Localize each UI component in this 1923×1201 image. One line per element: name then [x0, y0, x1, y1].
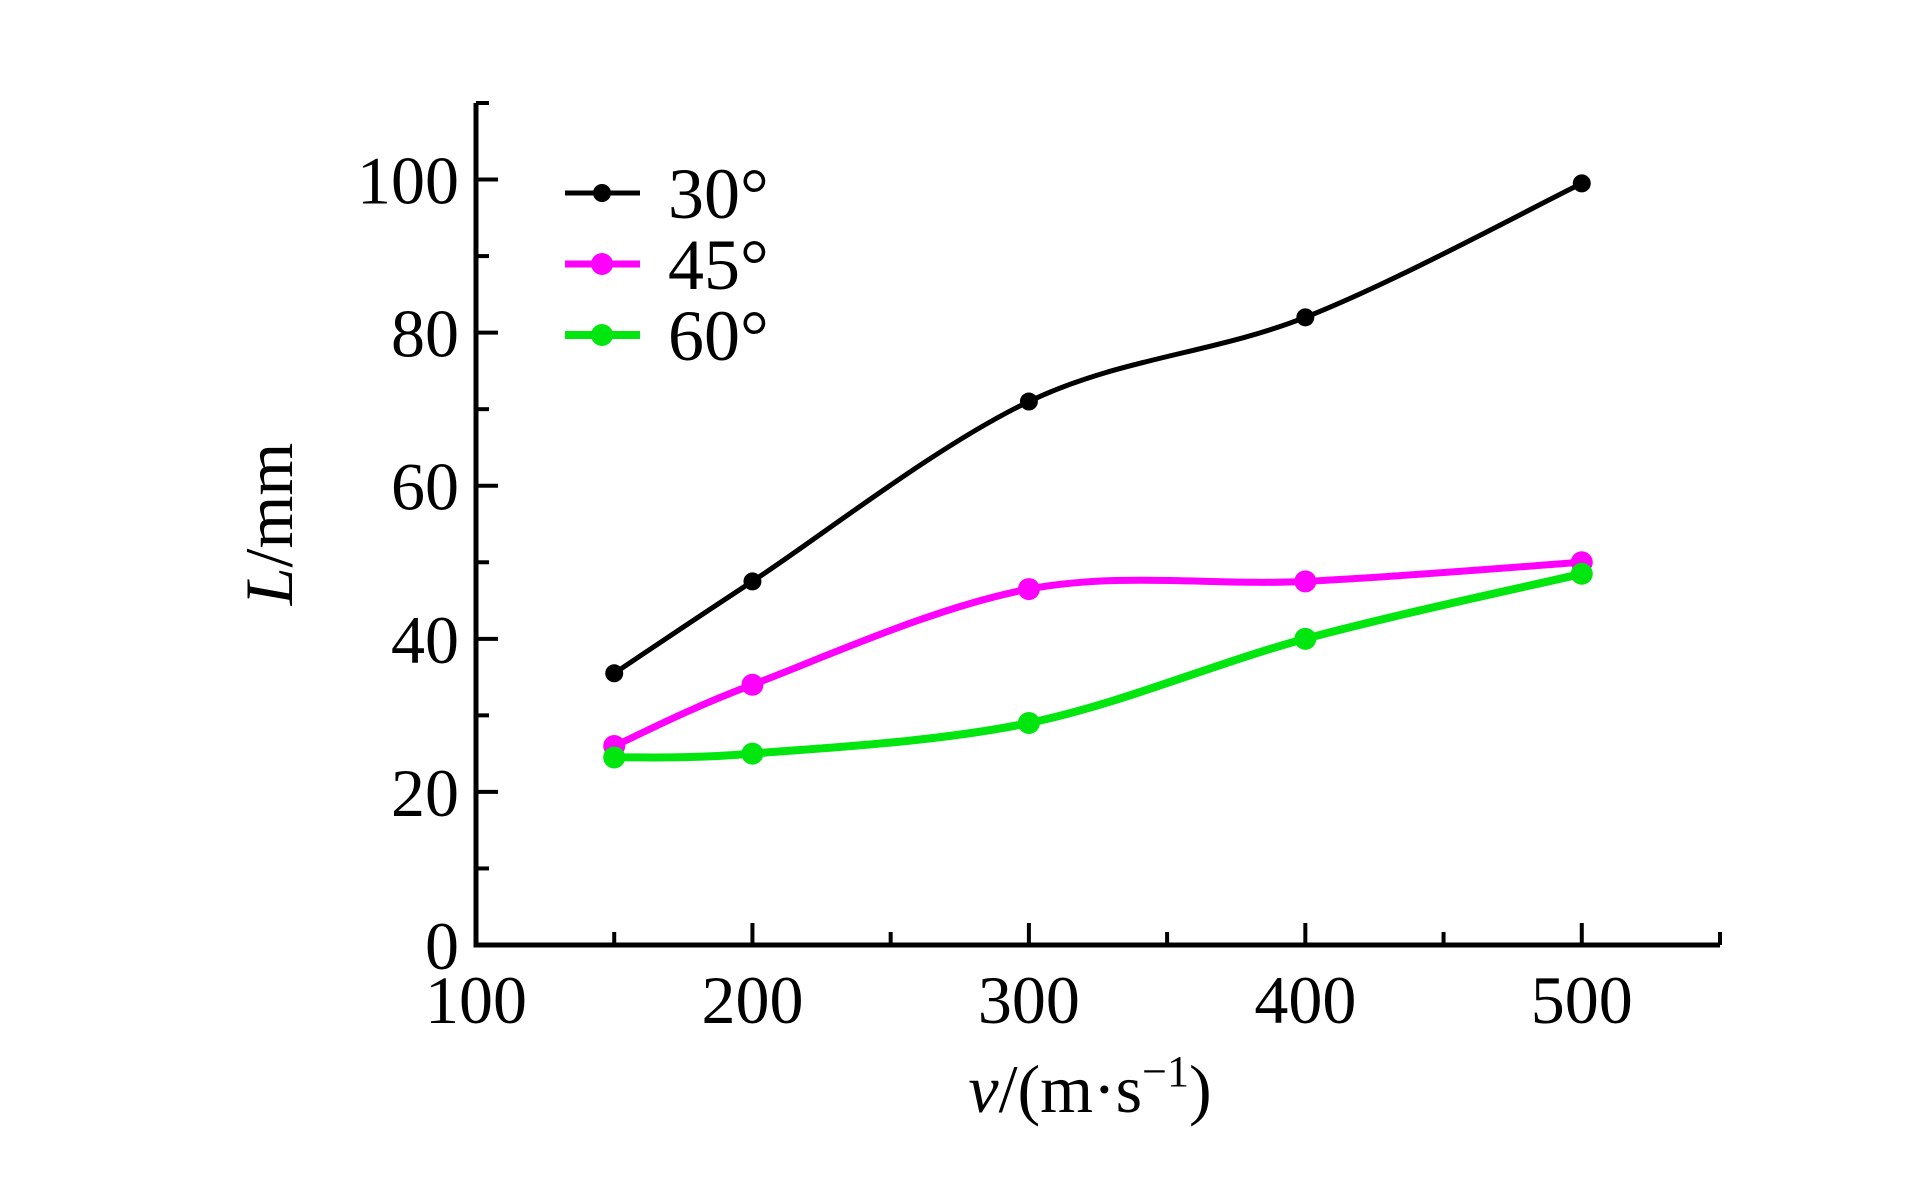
legend-label: 30° [668, 154, 769, 234]
y-tick-label: 0 [425, 908, 459, 984]
y-axis-ticks [476, 101, 498, 947]
legend-label: 60° [668, 296, 769, 376]
x-axis-ticks [474, 923, 1722, 945]
legend-marker [591, 253, 613, 275]
x-tick-label: 100 [425, 962, 527, 1038]
data-point-marker [603, 746, 626, 769]
data-point-marker [1296, 308, 1315, 327]
legend-item-60deg: 60° [565, 296, 769, 376]
line-chart: 100 200 300 400 500 0 20 40 60 80 100 L/mm v/(m·s−1)… [231, 101, 1722, 1127]
data-point-marker [741, 673, 764, 696]
data-point-marker [743, 572, 762, 591]
data-point-marker [1017, 712, 1040, 735]
x-tick-label: 200 [701, 962, 803, 1038]
y-tick-labels: 0 20 40 60 80 100 [357, 143, 459, 984]
legend-marker [593, 184, 611, 202]
y-tick-label: 100 [357, 143, 459, 219]
y-axis-label: L/mm [231, 443, 307, 607]
axes-spines [473, 103, 1720, 948]
line-chart-figure: 100 200 300 400 500 0 20 40 60 80 100 L/mm v/(m·s−1)… [40, 16, 1923, 1185]
legend-item-45deg: 45° [565, 225, 769, 305]
data-point-marker [605, 664, 624, 683]
series-30deg [605, 174, 1591, 683]
y-tick-label: 40 [391, 602, 459, 678]
legend: 30°45°60° [565, 154, 769, 376]
series-line [611, 180, 1585, 676]
y-tick-label: 60 [391, 449, 459, 525]
data-point-marker [1017, 578, 1040, 601]
data-point-marker [1294, 570, 1317, 593]
series-line [610, 569, 1586, 762]
series-60deg [603, 562, 1593, 769]
legend-item-30deg: 30° [565, 154, 769, 234]
data-point-marker [1572, 174, 1591, 193]
x-axis-label: v/(m·s−1) [968, 1047, 1211, 1127]
data-point-marker [1570, 562, 1593, 585]
y-tick-label: 80 [391, 296, 459, 372]
x-tick-labels: 100 200 300 400 500 [425, 962, 1633, 1038]
legend-label: 45° [668, 225, 769, 305]
series-line [610, 558, 1586, 750]
x-tick-label: 300 [978, 962, 1080, 1038]
y-tick-label: 20 [391, 755, 459, 831]
data-point-marker [741, 742, 764, 765]
data-point-marker [1294, 627, 1317, 650]
data-point-marker [1019, 392, 1038, 411]
legend-marker [591, 324, 613, 346]
x-tick-label: 500 [1531, 962, 1633, 1038]
x-tick-label: 400 [1254, 962, 1356, 1038]
